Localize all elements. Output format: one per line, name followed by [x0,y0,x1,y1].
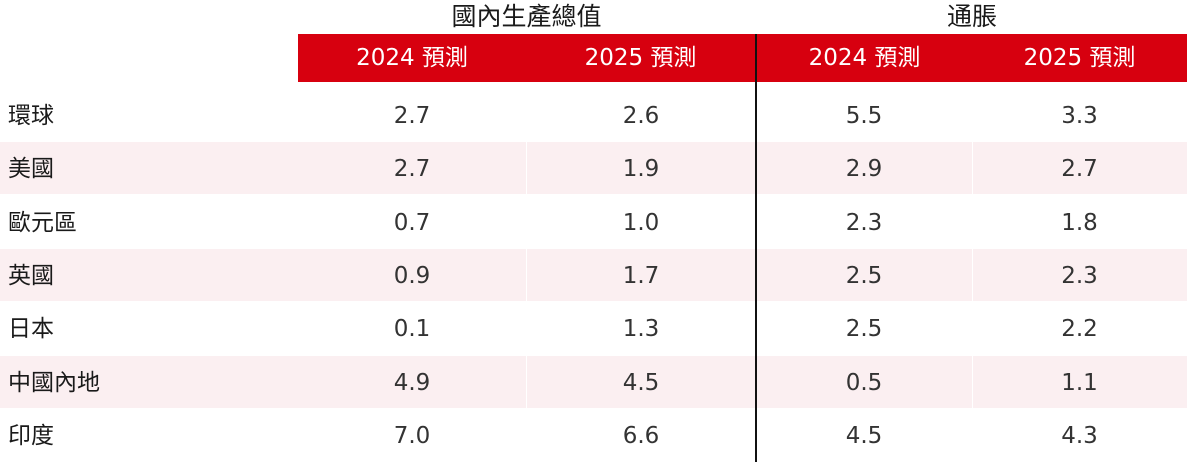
table-row: 美國 2.7 1.9 2.9 2.7 [0,142,1187,195]
column-separator [526,355,527,408]
cell-inflation-2025: 2.7 [1061,156,1098,183]
cell-inflation-2025: 4.3 [1061,422,1098,449]
cell-inflation-2024: 2.5 [845,262,883,289]
cell-gdp-2024: 2.7 [393,156,431,183]
cell-inflation-2025: 1.8 [1061,209,1098,236]
cell-inflation-2025: 3.3 [1061,103,1098,129]
table-row: 英國 0.9 1.7 2.5 2.3 [0,248,1187,301]
cell-gdp-2024: 7.0 [393,422,431,449]
cell-gdp-2025: 1.9 [622,156,660,183]
cell-gdp-2025: 1.0 [622,209,660,236]
row-label: 英國 [8,262,54,289]
cell-gdp-2025: 1.7 [622,262,660,289]
group-divider [755,34,757,462]
table-row: 中國內地 4.9 4.5 0.5 1.1 [0,355,1187,408]
row-label: 美國 [8,156,54,183]
row-label: 印度 [8,422,54,449]
table-row: 歐元區 0.7 1.0 2.3 1.8 [0,196,1187,248]
group-header-gdp: 國內生產總值 [451,2,602,31]
table-row: 印度 7.0 6.6 4.5 4.3 [0,409,1187,461]
column-separator [972,355,973,408]
column-header-bar [298,34,1187,82]
cell-inflation-2025: 1.1 [1061,369,1098,396]
row-label: 環球 [8,103,54,129]
cell-inflation-2024: 2.5 [845,316,883,343]
cell-inflation-2024: 5.5 [845,103,883,129]
column-separator [526,142,527,195]
cell-gdp-2025: 2.6 [622,103,660,129]
cell-gdp-2025: 6.6 [622,422,660,449]
cell-gdp-2024: 4.9 [393,369,431,396]
column-header-gdp-2024: 2024 預測 [356,45,468,71]
column-separator [526,248,527,301]
table-row: 日本 0.1 1.3 2.5 2.2 [0,302,1187,354]
column-header-gdp-2025: 2025 預測 [584,45,697,71]
column-separator [972,142,973,195]
row-label: 日本 [8,316,54,343]
cell-inflation-2024: 4.5 [845,422,883,449]
cell-inflation-2024: 2.3 [845,209,883,236]
cell-gdp-2024: 0.9 [393,262,431,289]
cell-gdp-2024: 0.7 [393,209,431,236]
cell-inflation-2025: 2.2 [1061,316,1098,343]
cell-inflation-2024: 2.9 [845,156,883,183]
cell-gdp-2024: 2.7 [393,103,431,129]
column-separator [972,248,973,301]
cell-gdp-2025: 1.3 [622,316,660,343]
column-header-inflation-2025: 2025 預測 [1023,45,1136,71]
column-header-inflation-2024: 2024 預測 [808,45,921,71]
row-label: 歐元區 [8,209,77,236]
cell-inflation-2024: 0.5 [845,369,883,396]
table-row: 環球 2.7 2.6 5.5 3.3 [0,89,1187,141]
row-label: 中國內地 [8,369,100,396]
cell-gdp-2025: 4.5 [622,369,660,396]
cell-gdp-2024: 0.1 [393,316,431,343]
cell-inflation-2025: 2.3 [1061,262,1098,289]
group-header-inflation: 通脹 [946,2,997,31]
